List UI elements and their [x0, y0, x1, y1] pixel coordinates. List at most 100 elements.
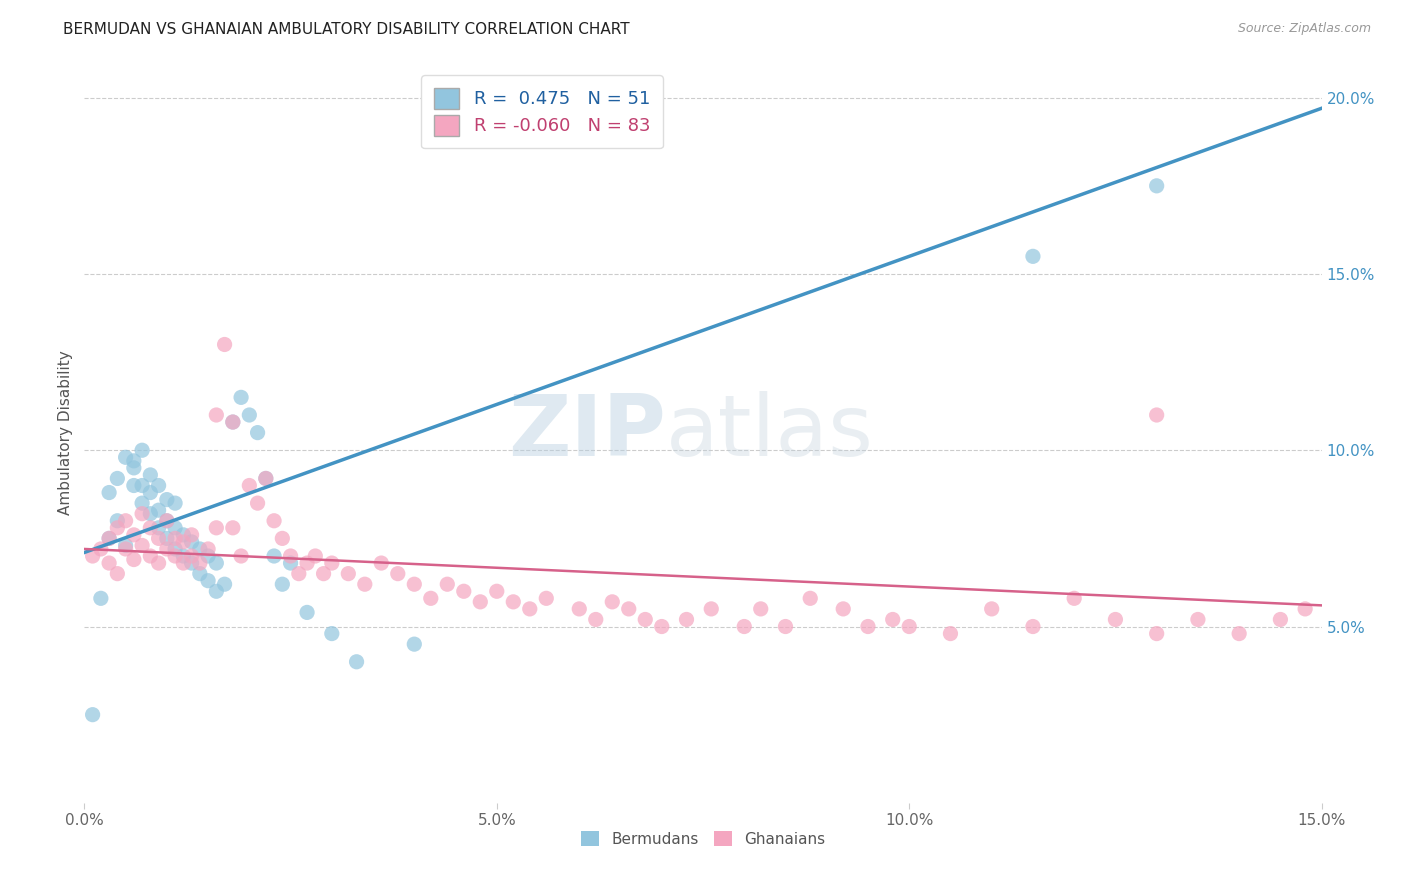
Point — [1104, 612, 1126, 626]
Text: BERMUDAN VS GHANAIAN AMBULATORY DISABILITY CORRELATION CHART: BERMUDAN VS GHANAIAN AMBULATORY DISABILI… — [63, 22, 630, 37]
Point — [98, 532, 121, 546]
Point — [139, 549, 162, 563]
Point — [1187, 612, 1209, 626]
Point — [82, 549, 104, 563]
Point — [105, 514, 128, 528]
Point — [165, 496, 187, 510]
Point — [519, 602, 541, 616]
Point — [775, 619, 797, 633]
Point — [172, 528, 194, 542]
Point — [105, 566, 128, 581]
Point — [156, 532, 179, 546]
Point — [172, 549, 194, 563]
Point — [304, 549, 326, 563]
Point — [229, 549, 252, 563]
Point — [148, 478, 170, 492]
Point — [205, 408, 228, 422]
Point — [1146, 178, 1168, 193]
Point — [105, 521, 128, 535]
Point — [404, 577, 426, 591]
Point — [1294, 602, 1316, 616]
Point — [263, 549, 285, 563]
Point — [980, 602, 1002, 616]
Point — [139, 467, 162, 482]
Point — [148, 556, 170, 570]
Point — [321, 556, 343, 570]
Point — [197, 574, 219, 588]
Point — [675, 612, 697, 626]
Point — [436, 577, 458, 591]
Point — [295, 606, 318, 620]
Point — [197, 549, 219, 563]
Point — [246, 425, 269, 440]
Point — [180, 528, 202, 542]
Point — [246, 496, 269, 510]
Point — [536, 591, 558, 606]
Point — [485, 584, 508, 599]
Point — [238, 408, 260, 422]
Point — [139, 507, 162, 521]
Point — [617, 602, 640, 616]
Point — [238, 478, 260, 492]
Point — [131, 507, 153, 521]
Point — [114, 514, 136, 528]
Point — [105, 471, 128, 485]
Point — [1227, 626, 1250, 640]
Point — [321, 626, 343, 640]
Point — [749, 602, 772, 616]
Point — [337, 566, 360, 581]
Point — [353, 577, 375, 591]
Point — [1270, 612, 1292, 626]
Point — [295, 556, 318, 570]
Point — [370, 556, 392, 570]
Point — [280, 556, 302, 570]
Point — [882, 612, 904, 626]
Point — [131, 496, 153, 510]
Point — [131, 443, 153, 458]
Point — [263, 514, 285, 528]
Point — [229, 390, 252, 404]
Point — [156, 492, 179, 507]
Point — [1022, 249, 1045, 263]
Point — [312, 566, 335, 581]
Point — [1146, 408, 1168, 422]
Point — [148, 503, 170, 517]
Point — [156, 514, 179, 528]
Point — [98, 556, 121, 570]
Point — [651, 619, 673, 633]
Point — [114, 538, 136, 552]
Point — [898, 619, 921, 633]
Point — [205, 556, 228, 570]
Point — [172, 556, 194, 570]
Point — [205, 521, 228, 535]
Point — [98, 485, 121, 500]
Point — [197, 541, 219, 556]
Point — [222, 415, 245, 429]
Point — [280, 549, 302, 563]
Point — [165, 521, 187, 535]
Point — [90, 541, 112, 556]
Point — [585, 612, 607, 626]
Point — [568, 602, 591, 616]
Point — [165, 541, 187, 556]
Point — [700, 602, 723, 616]
Point — [156, 514, 179, 528]
Point — [254, 471, 277, 485]
Point — [254, 471, 277, 485]
Point — [180, 556, 202, 570]
Point — [404, 637, 426, 651]
Text: atlas: atlas — [666, 391, 875, 475]
Point — [148, 521, 170, 535]
Point — [1146, 626, 1168, 640]
Point — [634, 612, 657, 626]
Point — [139, 485, 162, 500]
Point — [939, 626, 962, 640]
Point — [165, 532, 187, 546]
Point — [1063, 591, 1085, 606]
Point — [114, 541, 136, 556]
Point — [156, 541, 179, 556]
Point — [122, 454, 145, 468]
Point — [799, 591, 821, 606]
Point — [271, 577, 294, 591]
Point — [131, 538, 153, 552]
